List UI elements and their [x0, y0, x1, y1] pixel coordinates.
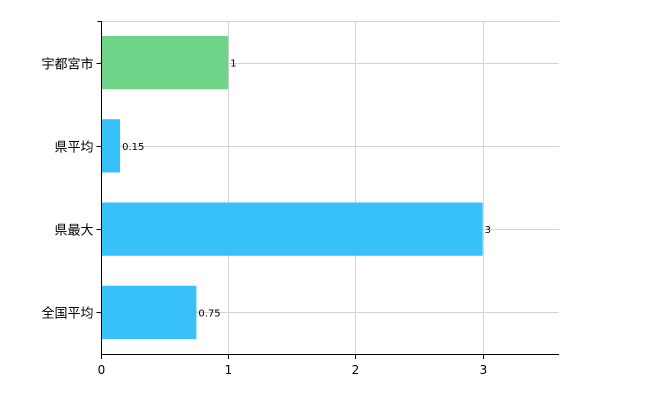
bar [101, 202, 483, 256]
data-labels: 1 0.15 3 0.75 [122, 59, 491, 320]
bar-data-label: 1 [230, 59, 236, 70]
bar [101, 119, 121, 173]
x-tick-label: 2 [352, 363, 360, 377]
category-label: 県平均 [54, 141, 93, 156]
bar-data-label: 0.75 [198, 308, 220, 319]
bars [101, 35, 483, 340]
bar-data-label: 0.15 [122, 142, 144, 153]
bar-data-label: 3 [485, 225, 491, 236]
category-label: 全国平均 [41, 306, 93, 322]
bar [101, 285, 197, 340]
bar [101, 35, 229, 90]
category-label: 県最大 [54, 224, 93, 239]
x-tick-label: 0 [98, 363, 106, 377]
category-label: 宇都宮市 [41, 57, 93, 73]
x-tick-label: 1 [225, 363, 233, 377]
x-tick-label: 3 [480, 363, 488, 377]
